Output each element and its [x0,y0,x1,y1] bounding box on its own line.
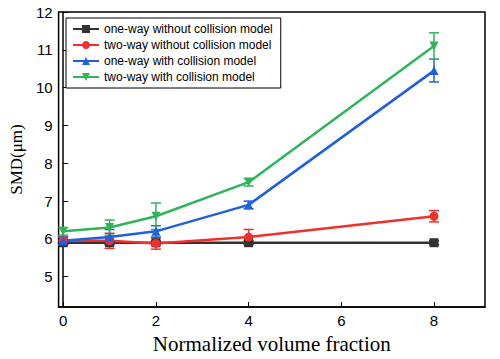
svg-text:12: 12 [36,4,53,21]
svg-text:two-way without collision mode: two-way without collision model [104,38,271,52]
svg-text:8: 8 [44,155,52,172]
svg-text:4: 4 [244,312,252,329]
svg-text:6: 6 [44,230,52,247]
svg-text:0: 0 [59,312,67,329]
svg-text:2: 2 [152,312,160,329]
svg-text:one-way with collision model: one-way with collision model [104,54,256,68]
svg-text:5: 5 [44,268,52,285]
svg-text:7: 7 [44,193,52,210]
svg-text:Normalized volume fraction: Normalized volume fraction [153,332,391,356]
svg-text:one-way without collision mode: one-way without collision model [104,22,273,36]
svg-text:9: 9 [44,117,52,134]
svg-text:8: 8 [430,312,438,329]
svg-text:10: 10 [36,79,53,96]
svg-text:SMD(μm): SMD(μm) [7,124,26,195]
svg-text:6: 6 [337,312,345,329]
svg-text:11: 11 [37,41,53,58]
svg-text:two-way with collision model: two-way with collision model [104,70,255,84]
